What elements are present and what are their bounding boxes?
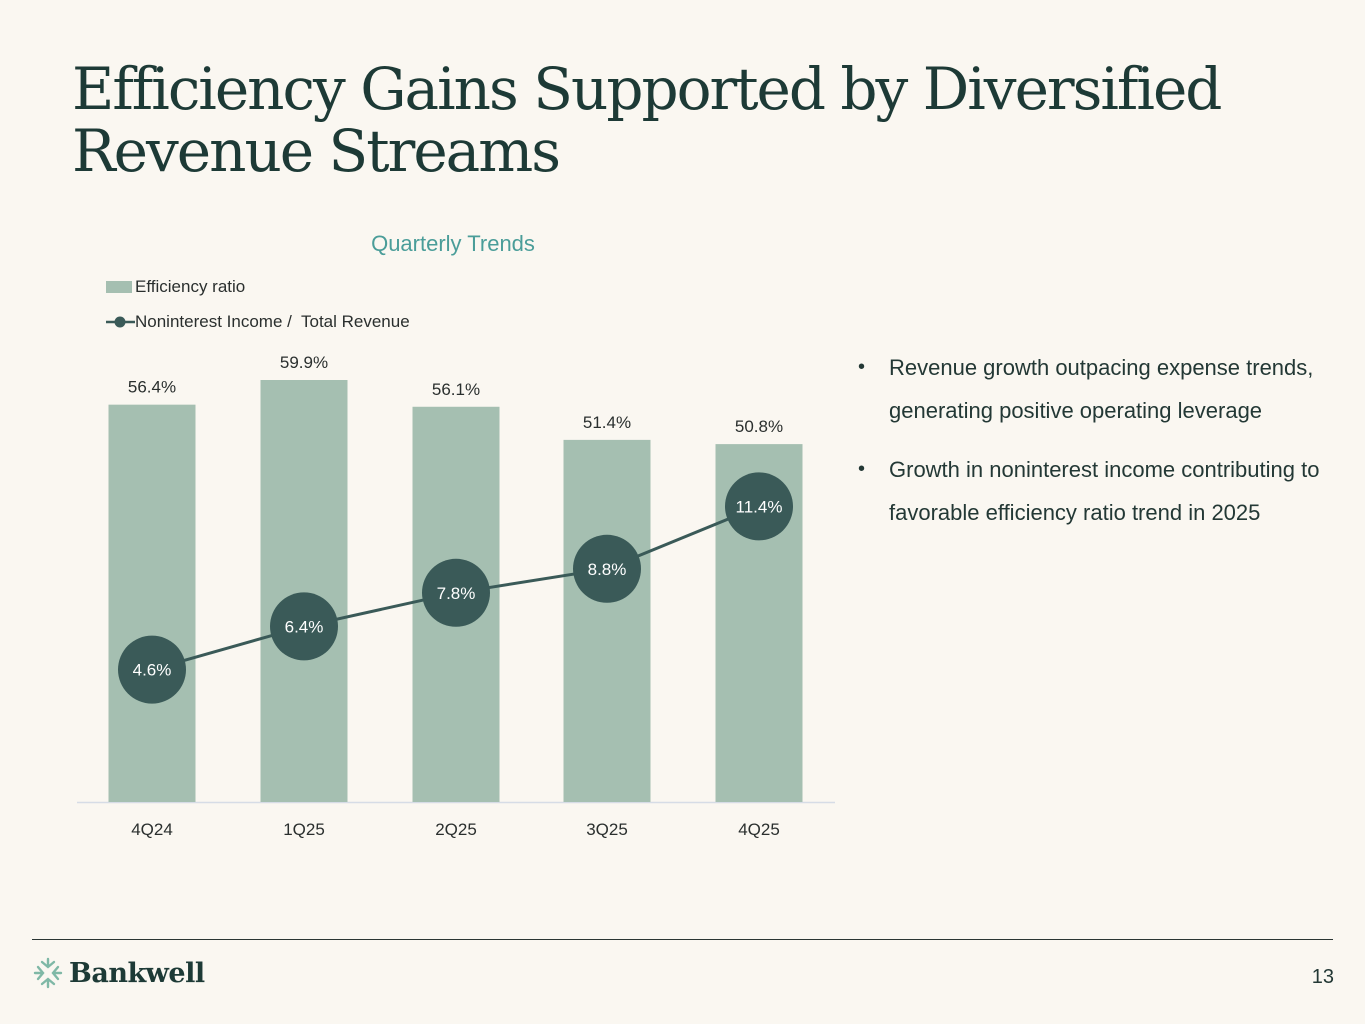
bar-data-label: 56.1% [432, 380, 480, 399]
x-tick-label: 4Q24 [131, 820, 173, 839]
line-point-3Q25 [573, 534, 641, 603]
bar-1Q25 [260, 380, 348, 802]
legend-efficiency-ratio: Efficiency ratio [106, 277, 245, 297]
bar-data-label: 59.9% [280, 353, 328, 372]
line-point-4Q25 [725, 472, 793, 541]
bar-data-label: 56.4% [128, 378, 176, 397]
quarterly-trends-chart: 56.4% 4Q24 59.9% 1Q25 56.1% 2Q25 51.4% 3Q25 50.8… [77, 353, 835, 839]
x-tick-label: 4Q25 [738, 820, 780, 839]
bullet-item: Revenue growth outpacing expense trends,… [858, 346, 1338, 432]
legend-label-efficiency-ratio: Efficiency ratio [135, 277, 246, 296]
x-tick-label: 1Q25 [283, 820, 325, 839]
bar-data-label: 50.8% [735, 417, 783, 436]
bullet-item: Growth in noninterest income contributin… [858, 448, 1338, 534]
line-point-4Q24 [118, 635, 186, 704]
bar-3Q25 [563, 439, 651, 802]
page-number: 13 [1311, 966, 1334, 988]
slide-title: Efficiency Gains Supported by Diversifie… [72, 55, 1222, 185]
legend-noninterest-income: Noninterest Income / Total Revenue [106, 312, 410, 332]
line-point-1Q25 [270, 592, 338, 661]
line-data-label: 6.4% [285, 617, 324, 636]
line-data-label: 7.8% [437, 584, 476, 603]
bar-data-label: 51.4% [583, 413, 631, 432]
line-data-label: 4.6% [133, 661, 172, 680]
legend-bar-swatch [106, 281, 132, 293]
line-point-2Q25 [422, 558, 490, 627]
x-tick-label: 3Q25 [586, 820, 628, 839]
legend-label-noninterest-income: Noninterest Income / Total Revenue [135, 312, 410, 331]
chart-title: Quarterly Trends [371, 231, 535, 256]
footer-divider [32, 939, 1333, 940]
bankwell-logo: Bankwell [33, 957, 205, 989]
line-data-label: 8.8% [588, 560, 627, 579]
bullet-list: Revenue growth outpacing expense trends,… [858, 346, 1338, 550]
line-data-label: 11.4% [736, 497, 783, 516]
bar-4Q24 [108, 404, 196, 802]
legend-line-marker-icon [106, 316, 135, 328]
brand-wordmark: Bankwell [69, 957, 205, 989]
bankwell-logo-icon [33, 957, 63, 989]
x-tick-label: 2Q25 [435, 820, 477, 839]
